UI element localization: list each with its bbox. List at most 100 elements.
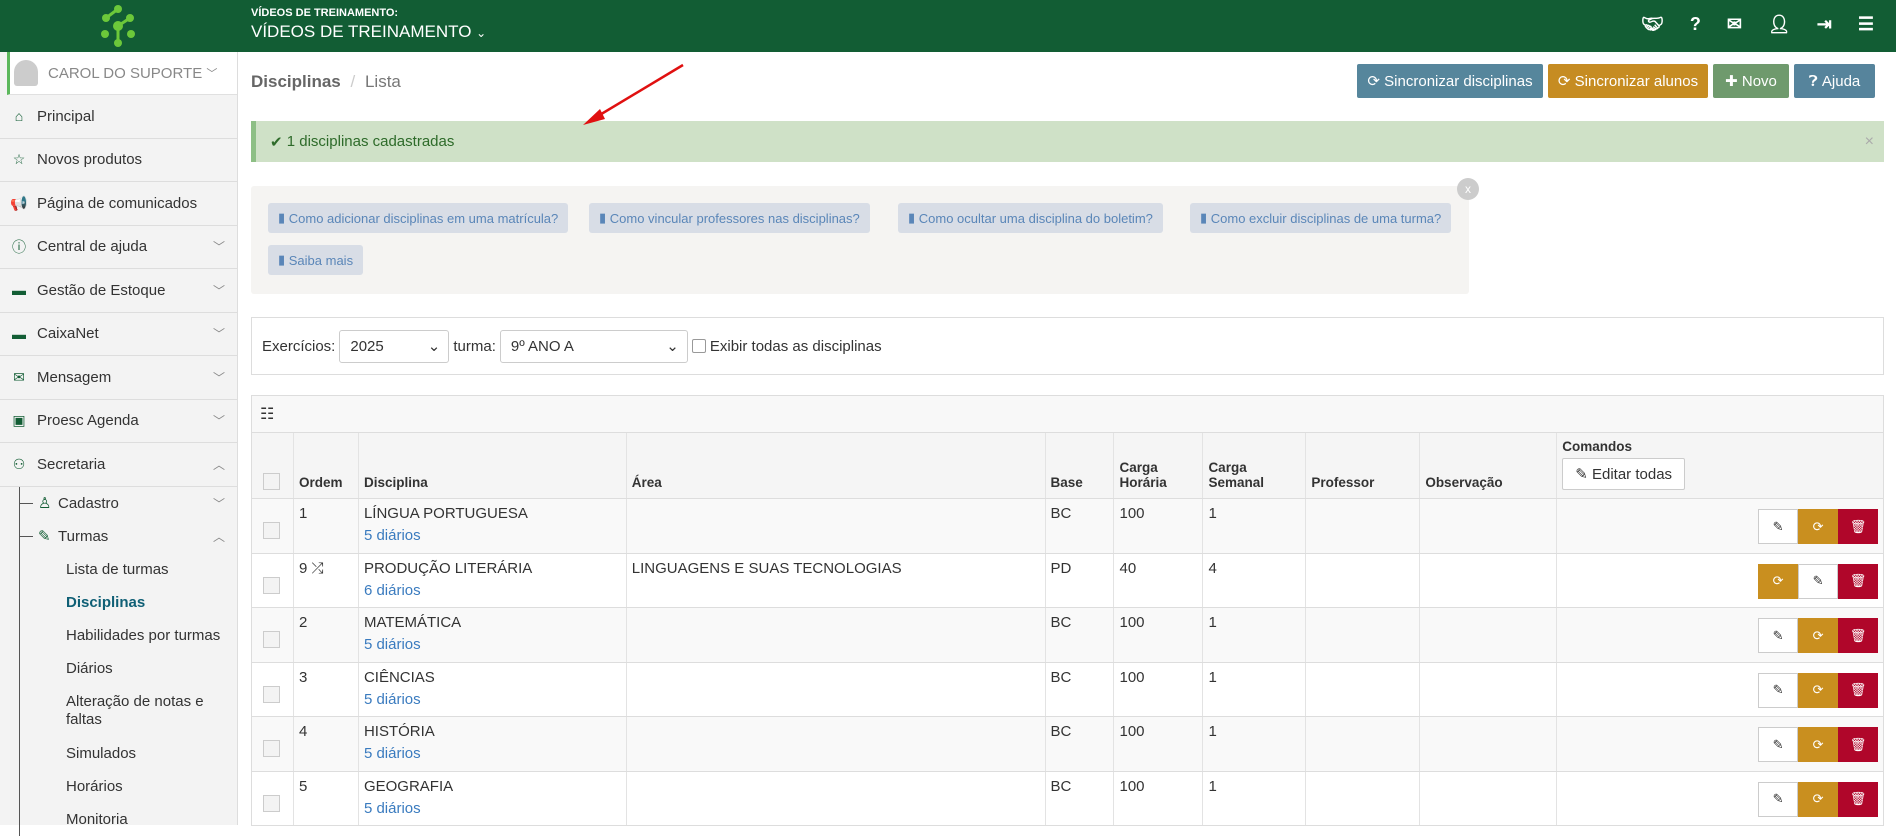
sync-disciplinas-button[interactable]: ⟳ Sincronizar disciplinas xyxy=(1357,64,1543,98)
sidebar-subitem[interactable]: Monitoria xyxy=(66,810,128,828)
exercicios-select[interactable]: 2025 ⌄ xyxy=(339,329,450,363)
sync-button[interactable]: ⟳ xyxy=(1798,509,1839,544)
edit-button[interactable]: ✎ xyxy=(1758,781,1799,817)
help-link[interactable]: ▮ Como vincular professores nas discipli… xyxy=(589,203,870,233)
menu-item-icon: ✉ xyxy=(13,368,25,385)
edit-button[interactable]: ✎ xyxy=(1758,727,1799,762)
header-ordem[interactable]: Ordem xyxy=(294,433,359,498)
school-selector[interactable]: VÍDEOS DE TREINAMENTO ⌄ xyxy=(251,22,486,42)
header-professor[interactable]: Professor xyxy=(1306,433,1421,498)
area xyxy=(627,771,1046,825)
help-link[interactable]: ▮ Como excluir disciplinas de uma turma? xyxy=(1190,203,1452,233)
help-link-text: Como vincular professores nas disciplina… xyxy=(609,210,860,226)
ordem: 2 xyxy=(298,614,308,631)
turma-label: turma: xyxy=(453,337,496,355)
sidebar-subitem[interactable]: Lista de turmas xyxy=(66,560,169,578)
sidebar-item-6[interactable]: ✉ Mensagem ﹀ xyxy=(0,356,237,400)
envelope-icon[interactable]: ✉ xyxy=(1726,14,1742,34)
sidebar-subitem[interactable]: Alteração de notas e faltas xyxy=(66,692,204,728)
novo-button[interactable]: ✚ Novo xyxy=(1713,64,1789,98)
sidebar-item-7[interactable]: ▣ Proesc Agenda ﹀ xyxy=(0,400,237,443)
diarios-link[interactable]: 5 diários xyxy=(363,799,421,817)
diarios-link[interactable]: 6 diários xyxy=(363,581,421,599)
question-icon[interactable]: ? xyxy=(1689,14,1701,34)
row-checkbox[interactable] xyxy=(263,631,280,648)
edit-button[interactable]: ✎ xyxy=(1758,672,1799,708)
diarios-link[interactable]: 5 diários xyxy=(363,745,421,762)
observacao xyxy=(1420,608,1558,662)
sidebar-item-1[interactable]: ☆ Novos produtos xyxy=(0,139,237,182)
row-checkbox[interactable] xyxy=(263,794,280,812)
sidebar-subitem[interactable]: Disciplinas xyxy=(66,593,146,611)
list-icon[interactable]: ☷ xyxy=(260,406,275,423)
show-all-checkbox[interactable] xyxy=(691,339,706,353)
help-link[interactable]: ▮ Como ocultar uma disciplina do boletim… xyxy=(898,203,1163,233)
delete-button[interactable]: 🗑︎ xyxy=(1838,672,1879,708)
diarios-link[interactable]: 5 diários xyxy=(363,636,421,653)
sidebar-item-turmas[interactable]: ✎ Turmas ︿ xyxy=(19,520,237,553)
ajuda-button[interactable]: ❓︎ Ajuda xyxy=(1794,64,1875,98)
sidebar-item-4[interactable]: ▬ Gestão de Estoque ﹀ xyxy=(0,269,237,313)
sidebar-item-8[interactable]: ⚇ Secretaria ︿ xyxy=(0,443,237,487)
sidebar-subitem[interactable]: Diários xyxy=(66,659,113,677)
help-link[interactable]: ▮ Saiba mais xyxy=(268,245,364,275)
sync-button[interactable]: ⟳ xyxy=(1798,781,1839,817)
handshake-icon[interactable]: 🤝︎ xyxy=(1640,14,1664,34)
sidebar-item-3[interactable]: ⓘ Central de ajuda ﹀ xyxy=(0,226,237,269)
row-checkbox[interactable] xyxy=(263,522,280,539)
select-all-checkbox[interactable] xyxy=(263,473,280,490)
header-carga-semanal[interactable]: Carga Semanal xyxy=(1203,433,1307,498)
user-icon[interactable]: 👤︎ xyxy=(1767,14,1791,34)
sync-button[interactable]: ⟳ xyxy=(1798,727,1839,762)
menu-item-icon: ▬ xyxy=(12,282,26,299)
sidebar-subitem[interactable]: Horários xyxy=(66,777,123,795)
diarios-link[interactable]: 5 diários xyxy=(363,527,421,544)
logo-icon[interactable] xyxy=(96,4,140,48)
sign-out-icon[interactable]: ⇥ xyxy=(1816,14,1832,34)
header-observacao[interactable]: Observação xyxy=(1420,433,1558,498)
sidebar-item-5[interactable]: ▬ CaixaNet ﹀ xyxy=(0,313,237,356)
table-toolbar: ☷ xyxy=(252,396,1883,433)
sidebar-item-0[interactable]: ⌂ Principal xyxy=(0,95,237,139)
diarios-link[interactable]: 5 diários xyxy=(363,690,421,708)
edit-button[interactable]: ✎ xyxy=(1758,509,1799,544)
sync-button[interactable]: ⟳ xyxy=(1798,672,1839,708)
close-icon[interactable]: x xyxy=(1457,178,1479,200)
sidebar-item-label: Cadastro xyxy=(58,494,119,512)
close-icon[interactable]: × xyxy=(1864,132,1874,150)
edit-all-button[interactable]: ✎ Editar todas xyxy=(1562,458,1686,490)
delete-button[interactable]: 🗑︎ xyxy=(1838,781,1879,817)
table-row: 5 GEOGRAFIA 5 diários BC 100 1 ✎ ⟳ 🗑︎ xyxy=(252,771,1883,826)
header-disciplina[interactable]: Disciplina xyxy=(359,433,627,498)
delete-button[interactable]: 🗑︎ xyxy=(1838,563,1879,599)
sidebar-subitem[interactable]: Simulados xyxy=(66,744,137,762)
select-value: 2025 xyxy=(350,337,384,355)
menu-icon[interactable]: ☰ xyxy=(1857,14,1874,34)
sidebar-item-2[interactable]: 📢 Página de comunicados xyxy=(0,182,237,226)
user-menu[interactable]: CAROL DO SUPORTE ﹀ xyxy=(7,52,237,95)
header-carga-horaria[interactable]: Carga Horária xyxy=(1114,433,1204,498)
sync-button[interactable]: ⟳ xyxy=(1758,563,1799,599)
sidebar-subitem[interactable]: Habilidades por turmas xyxy=(66,626,221,644)
delete-button[interactable]: 🗑︎ xyxy=(1838,618,1879,653)
disciplina-name: PRODUÇÃO LITERÁRIA xyxy=(363,559,533,577)
sidebar-item-cadastro[interactable]: ♙ Cadastro ﹀ xyxy=(19,487,237,520)
header-base[interactable]: Base xyxy=(1046,433,1115,498)
edit-button[interactable]: ✎ xyxy=(1798,563,1839,599)
row-checkbox[interactable] xyxy=(263,740,280,757)
professor xyxy=(1306,771,1421,825)
sidebar-item-label: Turmas xyxy=(58,527,109,545)
delete-button[interactable]: 🗑︎ xyxy=(1838,727,1879,762)
turma-select[interactable]: 9º ANO A ⌄ xyxy=(499,329,688,363)
help-link[interactable]: ▮ Como adicionar disciplinas em uma matr… xyxy=(268,203,569,233)
sync-button[interactable]: ⟳ xyxy=(1798,618,1839,653)
sidebar: CAROL DO SUPORTE ﹀ ⌂ Principal ☆ Novos prod… xyxy=(0,52,238,836)
row-checkbox[interactable] xyxy=(263,685,280,703)
delete-button[interactable]: 🗑︎ xyxy=(1838,509,1879,544)
edit-button[interactable]: ✎ xyxy=(1758,618,1799,653)
sync-alunos-button[interactable]: ⟳ Sincronizar alunos xyxy=(1548,64,1708,98)
carga-horaria: 100 xyxy=(1114,608,1204,662)
row-checkbox[interactable] xyxy=(263,576,280,594)
book-icon: ▮ xyxy=(908,210,919,225)
header-area[interactable]: Área xyxy=(627,433,1046,498)
